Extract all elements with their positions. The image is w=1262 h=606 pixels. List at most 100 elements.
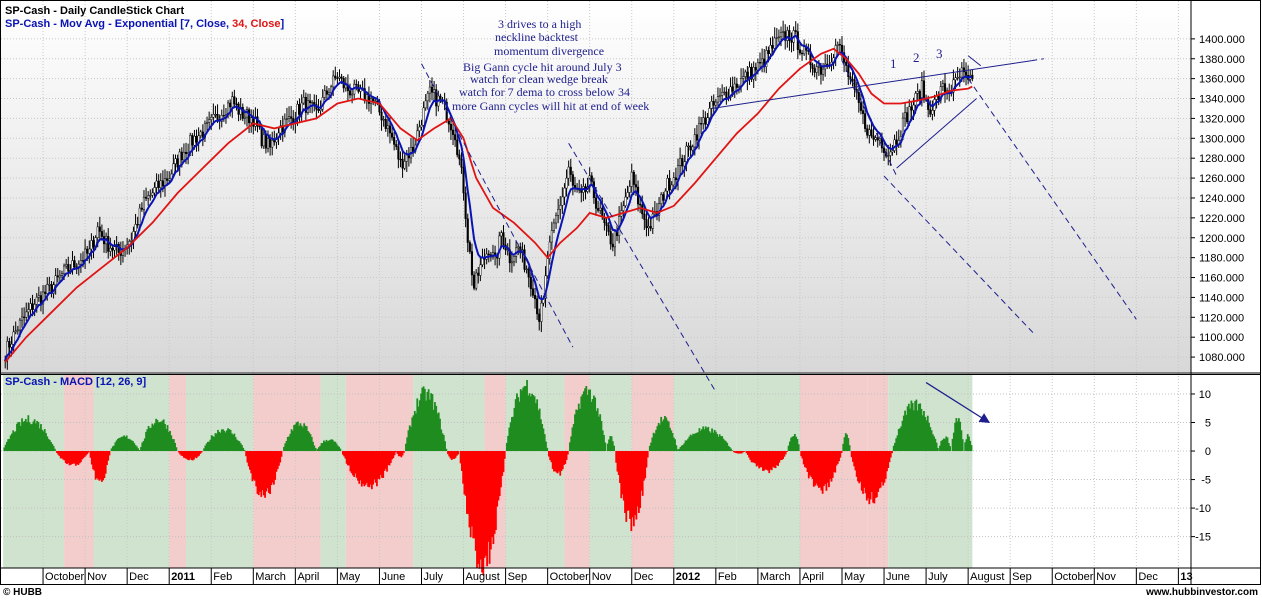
candle-body: [559, 205, 562, 210]
macd-bar: [114, 442, 117, 452]
macd-bar: [177, 451, 180, 453]
macd-bar: [43, 429, 46, 452]
macd-bar: [141, 442, 144, 452]
macd-bar: [37, 421, 40, 452]
macd-bar: [516, 393, 518, 452]
candle-body: [327, 92, 331, 95]
candle-body: [693, 134, 696, 148]
macd-bar: [768, 451, 771, 474]
macd-bar: [825, 451, 828, 491]
candle-body: [422, 107, 425, 126]
candle-body: [382, 119, 385, 121]
candle-body: [964, 71, 968, 76]
macd-bar: [907, 403, 910, 452]
candle-body: [670, 184, 673, 191]
macd-bar: [634, 451, 637, 516]
candle-body: [142, 196, 146, 210]
annotation-2: neckline backtest: [495, 30, 578, 44]
macd-bar: [124, 436, 127, 452]
candle-body: [782, 31, 785, 33]
candle-body: [214, 114, 217, 116]
macd-bar: [358, 451, 361, 484]
macd-bar: [412, 415, 415, 452]
macd-bar: [314, 447, 317, 452]
macd-bar: [571, 427, 574, 452]
macd-bar: [966, 434, 969, 452]
macd-bar: [368, 451, 371, 488]
macd-bar: [577, 403, 580, 452]
macd-bar: [840, 451, 843, 453]
macd-bar: [814, 451, 816, 486]
macd-bar: [680, 445, 683, 452]
candle-body: [12, 331, 15, 345]
macd-bar: [555, 451, 558, 473]
macd-bar: [381, 451, 383, 478]
macd-bar: [901, 420, 904, 452]
macd-bar: [589, 389, 592, 452]
candle-body: [372, 98, 375, 102]
candle-body: [956, 77, 959, 79]
macd-bar: [540, 419, 542, 452]
macd-bar: [692, 433, 695, 452]
macd-bar: [769, 451, 772, 470]
macd-bar: [800, 451, 803, 457]
price-tick-label: 1400.000: [1199, 34, 1245, 46]
macd-bar: [365, 451, 368, 483]
annotation-5: watch for clean wedge break: [470, 72, 608, 86]
macd-bar: [448, 451, 451, 457]
macd-bar: [271, 451, 274, 483]
candle-body: [304, 96, 307, 113]
time-tick-label: March: [255, 571, 286, 583]
macd-bar: [645, 451, 648, 468]
candle-body: [952, 79, 955, 93]
macd-bar: [844, 433, 847, 452]
macd-bar: [128, 438, 131, 452]
macd-bar: [774, 451, 777, 469]
macd-bar: [69, 451, 72, 465]
macd-bar: [500, 451, 502, 488]
macd-bar: [348, 451, 351, 466]
candle-body: [205, 121, 209, 124]
annotation-7: more Gann cycles will hit at end of week: [452, 99, 650, 113]
macd-bar: [94, 451, 97, 480]
macd-bar: [590, 401, 593, 452]
candle-body: [632, 171, 635, 185]
macd-bar: [14, 431, 17, 452]
candle-body: [65, 264, 68, 267]
macd-bar: [169, 430, 171, 452]
macd-bar: [944, 438, 946, 452]
macd-bar: [195, 451, 198, 459]
candle-body: [290, 116, 293, 119]
candle-body: [48, 284, 51, 286]
macd-bar: [947, 443, 950, 452]
candle-body: [613, 231, 616, 248]
macd-bar: [280, 451, 283, 457]
macd-bar: [317, 447, 320, 452]
candle-body: [449, 123, 452, 131]
candle-body: [878, 138, 881, 141]
candle-body: [41, 291, 45, 305]
candle-body: [874, 137, 877, 140]
macd-bar: [875, 451, 878, 498]
candle-body: [273, 140, 276, 143]
macd-bar: [533, 396, 536, 452]
candle-body: [279, 125, 282, 134]
time-tick-label: 2012: [676, 571, 700, 583]
macd-bar: [174, 442, 176, 452]
macd-bar: [379, 451, 382, 475]
candle-body: [456, 139, 459, 156]
macd-bar: [609, 436, 612, 452]
macd-bar: [717, 436, 720, 452]
macd-bar: [545, 441, 547, 452]
macd-bar: [198, 451, 200, 456]
candle-body: [481, 257, 484, 266]
candle-body: [773, 37, 776, 49]
macd-bar: [772, 451, 774, 467]
candle-body: [271, 140, 274, 148]
macd-bar: [574, 414, 576, 452]
macd-bar: [413, 410, 416, 452]
macd-bar: [838, 451, 840, 462]
macd-bar: [708, 431, 711, 452]
macd-bar: [833, 451, 835, 473]
macd-bar: [815, 451, 818, 484]
